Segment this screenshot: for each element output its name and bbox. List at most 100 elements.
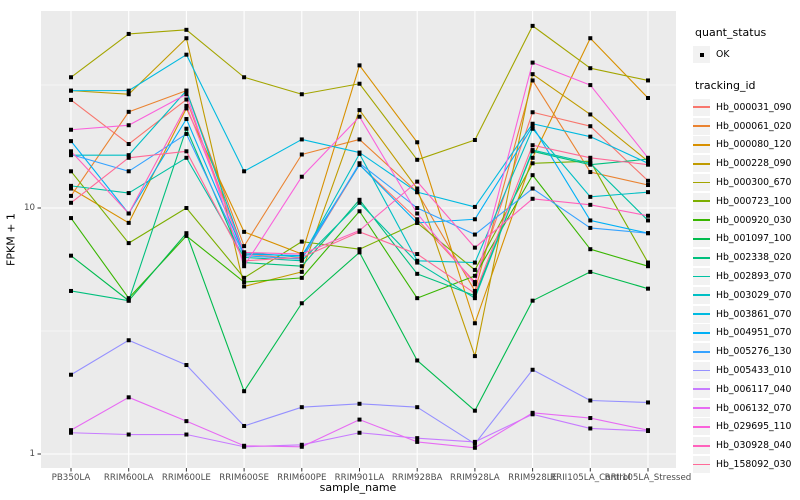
data-point-marker (357, 417, 362, 422)
data-point-marker (357, 250, 362, 255)
legend-item-Hb_000061_020: Hb_000061_020 (693, 117, 799, 135)
data-point-marker (126, 88, 131, 93)
legend-key-line-icon (693, 219, 710, 222)
legend-key-box (693, 230, 710, 248)
legend-item-label: Hb_005276_130 (716, 346, 792, 358)
data-point-marker (415, 157, 420, 162)
data-point-marker (415, 190, 420, 195)
data-point-marker (588, 426, 593, 431)
data-point-marker (69, 152, 73, 157)
legend-key-line-icon (693, 463, 710, 466)
data-point-marker (69, 139, 73, 144)
x-tick-label-RRIM600PE: RRIM600PE (277, 473, 327, 483)
legend-key-box (693, 173, 710, 191)
data-point-marker (357, 81, 362, 86)
data-point-marker (646, 95, 650, 100)
legend-item-Hb_006132_070: Hb_006132_070 (693, 399, 799, 417)
data-point-marker (415, 220, 420, 225)
data-point-marker (184, 432, 189, 437)
legend-title-quant-status: quant_status (695, 26, 767, 39)
data-point-marker (184, 103, 189, 108)
data-point-marker (588, 202, 593, 207)
data-point-marker (69, 253, 73, 258)
legend-item-label: Hb_002893_070 (716, 270, 792, 282)
legend-title-tracking-id: tracking_id (695, 78, 756, 92)
data-point-marker (588, 161, 593, 166)
legend-key-box (693, 267, 710, 285)
legend-key-line-icon (693, 313, 710, 316)
legend-key-line-icon (693, 388, 710, 391)
data-point-marker (299, 405, 304, 410)
legend-key-line-icon (693, 256, 710, 259)
legend-key-line-icon (693, 144, 710, 146)
x-tick-label-PB350LA: PB350LA (51, 473, 91, 483)
data-point-marker (126, 142, 131, 147)
data-point-marker (126, 92, 131, 97)
legend-item-Hb_004951_070: Hb_004951_070 (693, 324, 799, 342)
data-point-marker (472, 354, 477, 359)
legend-item-Hb_002893_070: Hb_002893_070 (693, 267, 799, 285)
x-tick-label-RRIM928LA: RRIM928LA (450, 473, 500, 483)
data-point-marker (472, 291, 477, 296)
data-point-marker (126, 432, 131, 437)
data-point-marker (357, 114, 362, 119)
data-point-marker (126, 220, 131, 225)
legend-key-box (693, 455, 710, 473)
data-point-marker (472, 260, 477, 265)
data-point-marker (472, 217, 477, 222)
legend-item-label: Hb_000061_020 (716, 120, 792, 132)
data-point-marker (69, 428, 73, 433)
data-point-marker (646, 218, 650, 223)
data-point-marker (646, 231, 650, 236)
data-point-marker (530, 161, 535, 166)
data-point-marker (415, 186, 420, 191)
data-point-marker (588, 36, 593, 41)
y-tick-label: 10 (23, 203, 35, 213)
legend-item-Hb_029695_110: Hb_029695_110 (693, 418, 799, 436)
data-point-marker (69, 288, 73, 293)
data-point-marker (415, 211, 420, 216)
legend-item-Hb_000080_120: Hb_000080_120 (693, 136, 799, 154)
legend-key-box (693, 249, 710, 267)
legend-key-line-icon (693, 407, 710, 410)
data-point-marker (299, 301, 304, 306)
data-point-marker (472, 267, 477, 272)
data-point-marker (357, 137, 362, 142)
data-point-marker (69, 97, 73, 102)
data-point-marker (242, 264, 247, 269)
data-point-marker (242, 258, 247, 263)
data-point-marker (242, 244, 247, 249)
data-point-marker (530, 110, 535, 115)
data-point-marker (357, 209, 362, 214)
legend-key-box (693, 418, 710, 436)
data-point-marker (126, 296, 131, 301)
legend-item-label: Hb_005433_010 (716, 364, 792, 376)
data-point-marker (357, 247, 362, 252)
legend-item-label: Hb_000031_090 (716, 101, 792, 113)
legend-item-label: OK (716, 49, 730, 60)
data-point-marker (69, 193, 73, 198)
data-point-marker (126, 211, 131, 216)
data-point-marker (242, 169, 247, 174)
data-point-marker (415, 296, 420, 301)
data-point-marker (472, 296, 477, 301)
data-point-marker (242, 250, 247, 255)
data-point-marker (184, 149, 189, 154)
data-point-marker (472, 445, 477, 450)
data-point-marker (415, 140, 420, 145)
data-point-marker (184, 155, 189, 160)
legend-item-label: Hb_001097_100 (716, 233, 792, 245)
legend-key-box (693, 211, 710, 229)
data-point-marker (126, 298, 131, 303)
data-point-marker (588, 269, 593, 274)
legend-key-box (693, 324, 710, 342)
legend-item-label: Hb_000723_100 (716, 195, 792, 207)
data-point-marker (242, 443, 247, 448)
legend-key-line-icon (693, 181, 710, 184)
data-point-marker (530, 173, 535, 178)
legend-key-line-icon (693, 444, 710, 447)
data-point-marker (184, 106, 189, 111)
data-point-marker (472, 282, 477, 287)
data-point-marker (646, 264, 650, 269)
